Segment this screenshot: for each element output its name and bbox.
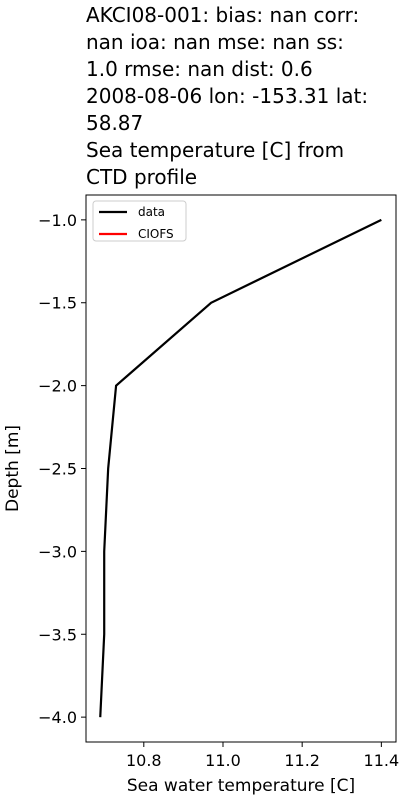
chart-title: 2008-08-06 lon: -153.31 lat: <box>86 84 368 108</box>
y-tick-label: −1.0 <box>38 211 77 230</box>
y-tick-label: −4.0 <box>38 708 77 727</box>
chart-title: AKCI08-001: bias: nan corr: <box>86 3 359 27</box>
chart-title: nan ioa: nan mse: nan ss: <box>86 30 344 54</box>
chart-title: CTD profile <box>86 165 197 189</box>
y-axis-label: Depth [m] <box>3 425 23 512</box>
x-axis-label: Sea water temperature [C] <box>127 776 355 796</box>
legend-label: CIOFS <box>138 227 174 241</box>
y-tick-label: −3.0 <box>38 542 77 561</box>
chart-title: 1.0 rmse: nan dist: 0.6 <box>86 57 313 81</box>
data-line <box>99 218 382 718</box>
x-tick-label: 10.8 <box>126 751 162 770</box>
chart-title: Sea temperature [C] from <box>86 138 344 162</box>
legend-label: data <box>138 205 165 219</box>
x-tick-label: 11.2 <box>284 751 320 770</box>
y-tick-label: −2.5 <box>38 460 77 479</box>
x-tick-label: 11.4 <box>364 751 400 770</box>
chart-title: 58.87 <box>86 111 143 135</box>
x-tick-label: 11.0 <box>205 751 241 770</box>
y-tick-label: −2.0 <box>38 377 77 396</box>
y-tick-label: −1.5 <box>38 294 77 313</box>
plot-frame <box>85 194 397 743</box>
y-tick-label: −3.5 <box>38 625 77 644</box>
